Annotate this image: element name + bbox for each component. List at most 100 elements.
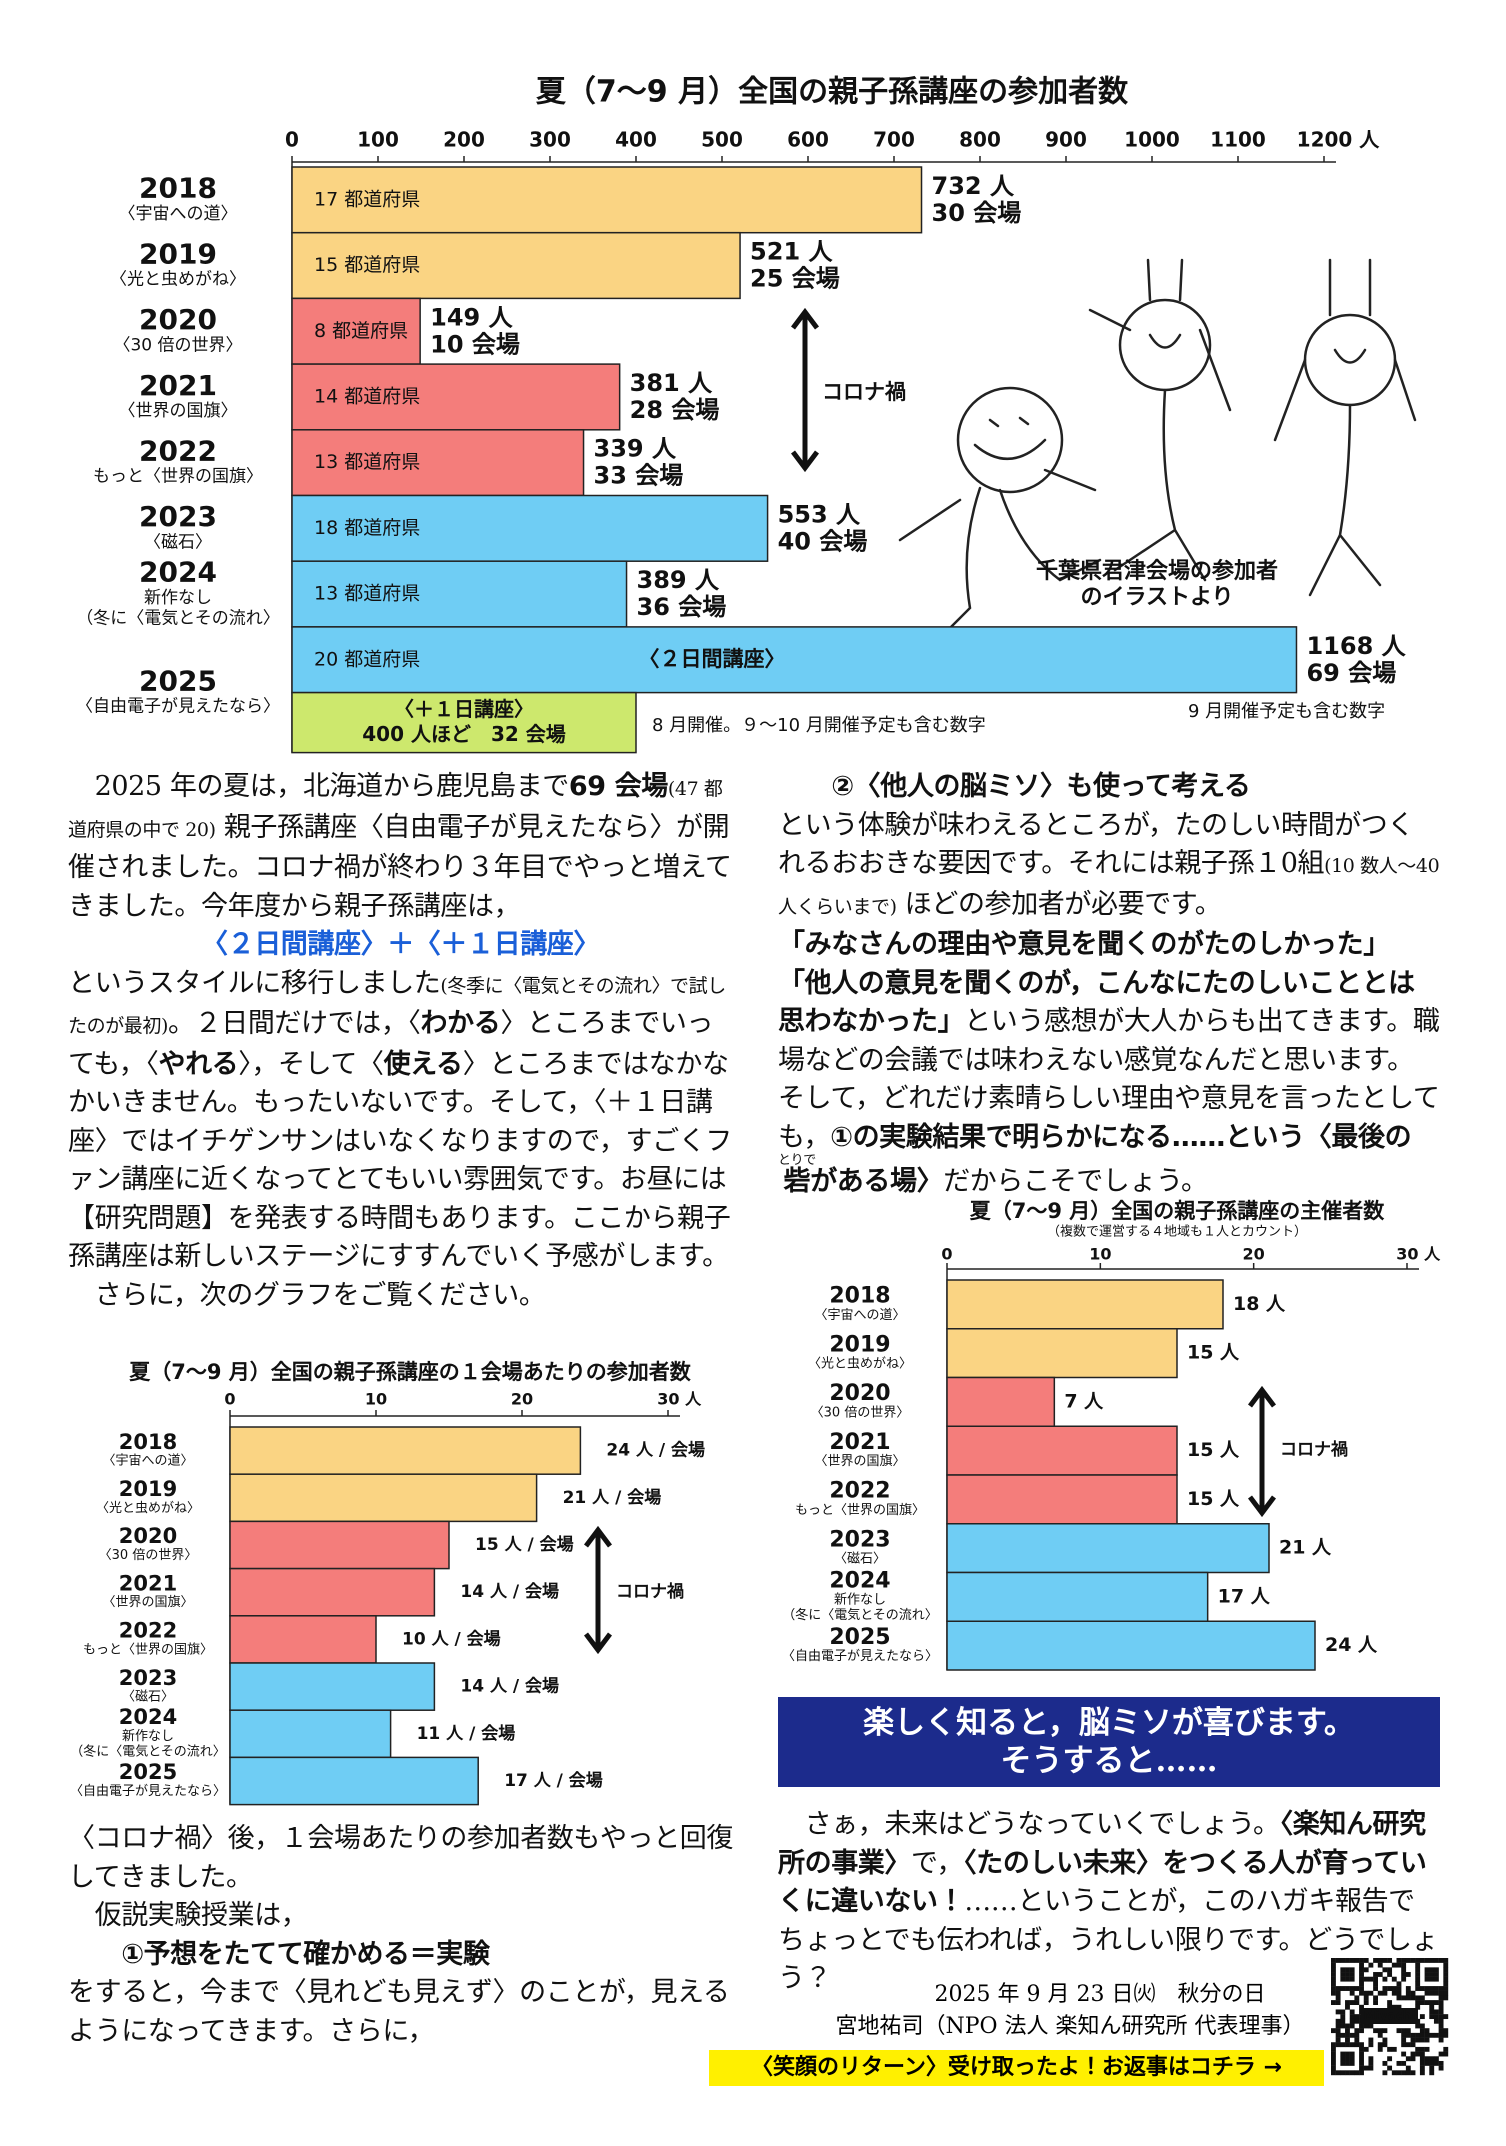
qr-module (1363, 1990, 1369, 1996)
paragraph: 〈コロナ禍〉後，１会場あたりの参加者数もやっと回復してきました。 (68, 1820, 733, 1897)
ruby-text: とりで (778, 1152, 816, 1168)
qr-module (1331, 2051, 1336, 2057)
qr-module (1345, 2023, 1350, 2029)
category-note: 〈宇宙への道〉 (814, 1308, 905, 1323)
qr-module (1391, 1962, 1397, 1968)
x-tick-label: 500 (701, 128, 743, 152)
qr-module (1359, 2056, 1364, 2062)
qr-module (1401, 2051, 1407, 2057)
qr-module (1359, 2070, 1364, 2076)
qr-module (1396, 1958, 1402, 1963)
qr-module (1340, 2056, 1346, 2062)
qr-module (1429, 2004, 1435, 2010)
qr-module (1335, 1958, 1341, 1963)
qr-module (1349, 2042, 1355, 2048)
value-label: 381 人 (630, 369, 713, 397)
qr-module (1415, 1976, 1421, 1982)
bar (946, 1279, 1224, 1330)
qr-module (1401, 1972, 1407, 1977)
qr-module (1419, 2037, 1425, 2043)
qr-module (1433, 1990, 1439, 1996)
text-run: 2025 年の夏は，北海道から鹿児島まで (68, 771, 570, 802)
venue-label: 69 会場 (1306, 659, 1396, 687)
qr-module (1391, 1990, 1397, 1996)
paragraph: 「みなさんの理由や意見を聞くのがたのしかった」 (778, 926, 1440, 965)
category-label: 2023 (829, 1527, 890, 1552)
qr-module (1345, 2060, 1350, 2066)
bar-label: 18 都道府県 (314, 517, 420, 539)
qr-module (1415, 1962, 1421, 1968)
qr-module (1415, 1972, 1421, 1977)
category-label: 2018 (829, 1284, 890, 1309)
highlight-run: 〈２日間講座〉＋〈＋１日講座〉 (201, 929, 600, 960)
qr-module (1382, 1986, 1388, 1991)
qr-module (1340, 1972, 1346, 1977)
qr-module (1349, 2070, 1355, 2076)
text-run: 〉ところまではなかなかいきません。もったいないです。そして，〈＋１日講座〉ではイ… (68, 1048, 732, 1273)
category-note: 〈光と虫めがね〉 (96, 1501, 200, 1516)
x-tick-label: 0 (941, 1245, 952, 1264)
qr-module (1340, 2060, 1346, 2066)
qr-module (1359, 1976, 1364, 1982)
qr-module (1405, 2028, 1411, 2034)
qr-module (1405, 1972, 1411, 1977)
paragraph: さぁ，未来はどうなっていくでしょう。〈楽知ん研究所の事業〉で，〈たのしい未来〉を… (778, 1806, 1440, 1999)
qr-module (1391, 1986, 1397, 1991)
annotation: コロナ禍 (822, 380, 906, 404)
qr-module (1429, 1958, 1435, 1963)
qr-module (1405, 1958, 1411, 1963)
bold-run: ②〈他人の脳ミソ〉も使って考える (778, 771, 1251, 802)
qr-module (1387, 1972, 1393, 1977)
qr-module (1433, 2060, 1439, 2066)
qr-module (1433, 1967, 1439, 1973)
qr-module (1354, 2037, 1360, 2043)
category-label: 2018 (119, 1430, 177, 1454)
reply-link[interactable]: 〈笑顔のリターン〉受け取ったよ！お返事はコチラ → (709, 2050, 1324, 2086)
qr-module (1340, 2018, 1346, 2024)
qr-module (1345, 2070, 1350, 2076)
arrow-head (791, 450, 819, 473)
bar (946, 1328, 1178, 1379)
qr-module (1363, 1976, 1369, 1982)
value-label: 15 人 / 会場 (475, 1534, 574, 1555)
qr-module (1349, 1986, 1355, 1991)
bar-label: 15 都道府県 (314, 254, 420, 276)
venue-label: 36 会場 (637, 593, 727, 621)
venue-label: 40 会場 (778, 527, 868, 555)
qr-module (1335, 1986, 1341, 1991)
qr-module (1387, 2046, 1393, 2052)
text-run: で， (911, 1847, 964, 1879)
message-banner: 楽しく知ると，脳ミソが喜びます。 そうすると…… (778, 1697, 1440, 1787)
qr-module (1391, 2046, 1397, 2052)
x-tick-label: 300 (529, 128, 571, 152)
qr-module (1359, 2046, 1364, 2052)
qr-module (1345, 1958, 1350, 1963)
qr-label: Miyachi (1364, 2009, 1416, 2023)
category-note: 〈30 倍の世界〉 (99, 1548, 198, 1563)
value-label: 17 人 (1218, 1585, 1271, 1607)
qr-module (1396, 2070, 1402, 2076)
qr-module (1335, 2018, 1341, 2024)
value-label: 21 人 / 会場 (563, 1487, 662, 1508)
qr-module (1345, 1967, 1350, 1973)
qr-module (1354, 2018, 1360, 2024)
qr-module (1345, 2042, 1350, 2048)
left-column-text: 2025 年の夏は，北海道から鹿児島まで69 会場(47 都道府県の中で 20)… (68, 768, 733, 1315)
qr-module (1359, 1972, 1364, 1977)
qr-module (1433, 2018, 1439, 2024)
qr-module (1405, 1990, 1411, 1996)
qr-module (1363, 1967, 1369, 1973)
arrow-head (1248, 1385, 1276, 1408)
bar-label: 20 都道府県 (314, 648, 420, 670)
category-label: 2019 (829, 1332, 890, 1357)
bold-run: やれる (158, 1048, 239, 1080)
category-note: 〈光と虫めがね〉 (808, 1357, 912, 1372)
value-label: 11 人 / 会場 (417, 1723, 516, 1744)
qr-module (1349, 2018, 1355, 2024)
bar (229, 1662, 436, 1711)
qr-module (1429, 2070, 1435, 2076)
category-note: 〈磁石〉 (144, 532, 212, 552)
qr-module (1382, 2037, 1388, 2043)
